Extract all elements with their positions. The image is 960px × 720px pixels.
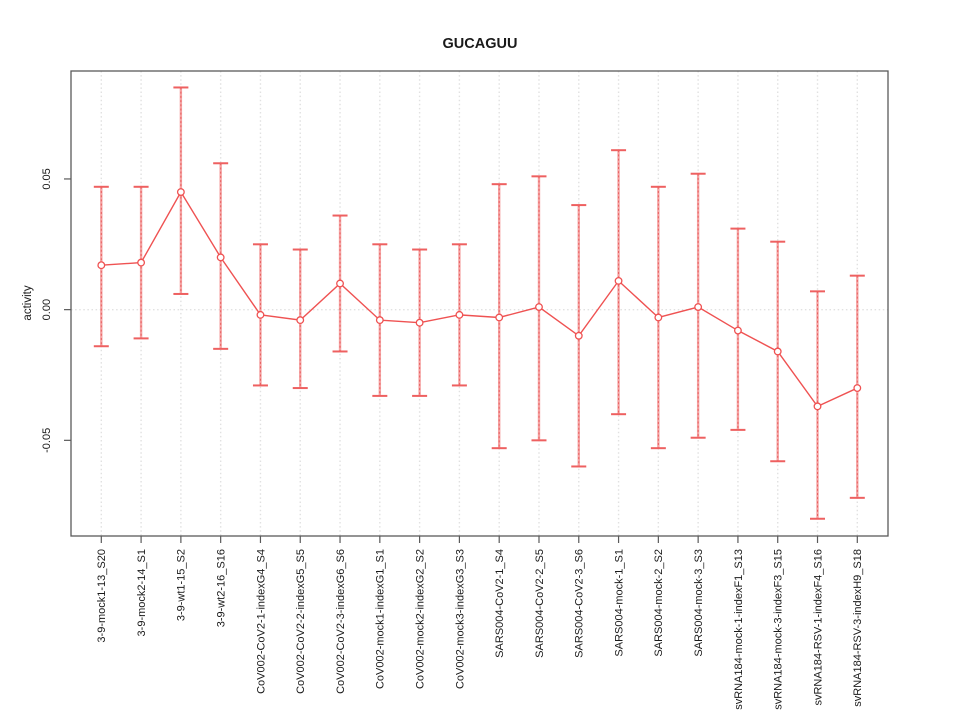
data-point xyxy=(216,253,225,262)
y-tick-label: 0.00 xyxy=(41,299,53,320)
data-point xyxy=(535,303,543,311)
x-tick-label: SARS004-CoV2-2_S5 xyxy=(534,549,546,658)
x-tick-label: svRNA184-RSV-3-indexH9_S18 xyxy=(852,549,864,707)
x-tick-label: CoV002-CoV2-2-indexG5_S5 xyxy=(295,549,307,694)
x-tick-label: SARS004-CoV2-3_S6 xyxy=(574,549,586,658)
data-point xyxy=(137,258,146,267)
x-tick-label: CoV002-mock2-indexG2_S2 xyxy=(414,549,426,689)
x-tick-label: svRNA184-mock-1-indexF1_S13 xyxy=(733,549,745,710)
plot-box xyxy=(70,70,889,537)
data-point xyxy=(654,313,663,322)
y-tick-label: 0.05 xyxy=(41,168,53,189)
data-point xyxy=(614,276,623,285)
x-tick-label: 3-9-wt2-16_S16 xyxy=(216,549,228,627)
x-tick-label: SARS004-mock-3_S3 xyxy=(693,549,705,657)
data-point xyxy=(455,310,464,319)
x-tick-label: svRNA184-RSV-1-indexF4_S16 xyxy=(812,549,824,706)
x-tick-label: CoV002-CoV2-3-indexG6_S6 xyxy=(335,549,347,694)
x-tick-label: 3-9-mock1-13_S20 xyxy=(96,549,108,643)
y-axis-label: activity xyxy=(22,285,34,320)
x-tick-label: CoV002-mock1-indexG1_S1 xyxy=(375,549,387,689)
data-point xyxy=(256,310,265,319)
data-point xyxy=(97,261,106,270)
chart-title: GUCAGUU xyxy=(443,36,518,52)
x-tick-label: SARS004-mock-2_S2 xyxy=(653,549,665,657)
y-tick-label: -0.05 xyxy=(41,428,53,453)
x-tick-label: 3-9-mock2-14_S1 xyxy=(136,549,148,636)
series-line xyxy=(101,190,858,408)
axis-layer: 3-9-mock1-13_S20 3-9-mock2-14_S1 3-9-wt1-1… xyxy=(41,70,889,710)
data-point xyxy=(733,326,742,335)
data-point xyxy=(415,318,424,327)
data-point xyxy=(813,402,822,411)
data-point xyxy=(176,188,185,196)
x-tick-label: SARS004-mock-1_S1 xyxy=(613,549,625,657)
data-point xyxy=(773,347,782,356)
data-point xyxy=(296,316,305,325)
grid-layer xyxy=(71,71,888,536)
data-point xyxy=(853,384,862,393)
data-point xyxy=(574,331,583,340)
data-layer xyxy=(93,86,865,520)
x-tick-label: SARS004-CoV2-1_S4 xyxy=(494,549,506,658)
x-tick-label: 3-9-wt1-15_S2 xyxy=(176,549,188,621)
x-tick-label: CoV002-mock3-indexG3_S3 xyxy=(454,549,466,689)
x-tick-label: svRNA184-mock-3-indexF3_S15 xyxy=(773,549,785,710)
data-point xyxy=(694,303,703,311)
data-point xyxy=(336,279,344,288)
data-point xyxy=(495,313,504,322)
x-tick-label: CoV002-CoV2-1-indexG4_S4 xyxy=(255,549,267,694)
data-point xyxy=(375,316,384,325)
